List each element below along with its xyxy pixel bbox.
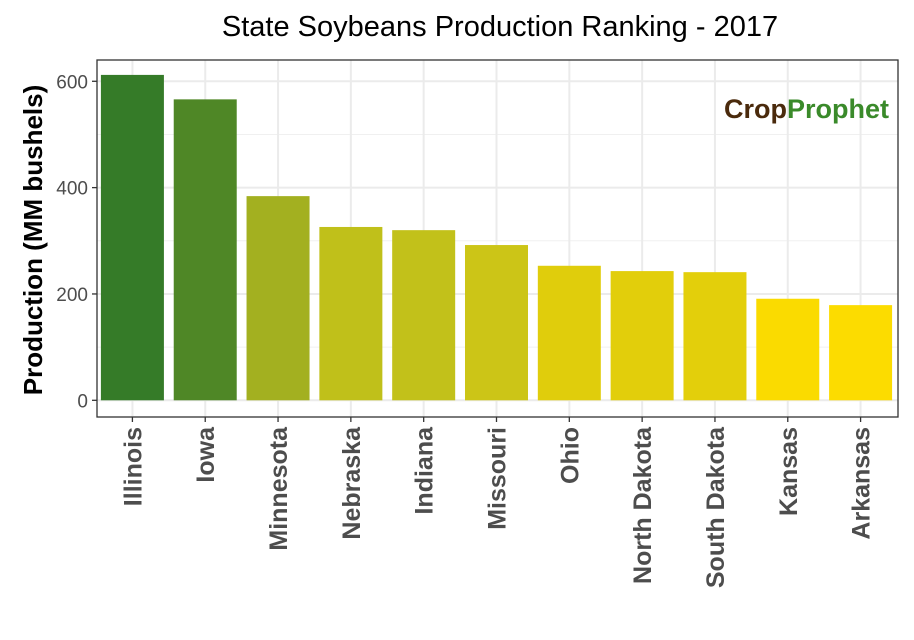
y-tick-label: 200 xyxy=(56,285,88,306)
cropprophet-logo: CropProphet xyxy=(724,94,889,124)
bar-north-dakota xyxy=(610,271,674,401)
x-tick-label: South Dakota xyxy=(702,426,730,588)
bar-indiana xyxy=(392,230,456,401)
x-tick-label: Missouri xyxy=(484,427,512,530)
bar-iowa xyxy=(173,99,237,401)
x-axis: Illinois Iowa Minnesota Nebraska Indiana Miss… xyxy=(119,417,876,588)
bars xyxy=(100,74,893,401)
bar-missouri xyxy=(465,245,528,401)
bar-ohio xyxy=(537,265,601,401)
x-tick-label: Iowa xyxy=(192,426,220,483)
y-tick-label: 0 xyxy=(77,391,88,412)
x-tick-label: Indiana xyxy=(411,426,439,515)
bar-kansas xyxy=(756,298,820,401)
bar-nebraska xyxy=(319,226,383,401)
bar-arkansas xyxy=(829,305,893,401)
logo-crop-text: Crop xyxy=(724,94,787,124)
x-tick-label: Minnesota xyxy=(265,426,293,551)
logo-prophet-text: Prophet xyxy=(787,94,889,124)
bar-minnesota xyxy=(246,196,310,401)
bar-illinois xyxy=(100,74,164,401)
y-axis: 0 200 400 600 xyxy=(56,72,97,412)
x-tick-label: Arkansas xyxy=(848,427,876,540)
x-tick-label: Illinois xyxy=(119,427,147,506)
x-tick-label: Kansas xyxy=(775,427,803,516)
x-tick-label: North Dakota xyxy=(629,426,657,584)
x-tick-label: Ohio xyxy=(556,427,584,484)
chart-title: State Soybeans Production Ranking - 2017 xyxy=(222,11,778,43)
x-tick-label: Nebraska xyxy=(338,426,366,540)
bar-south-dakota xyxy=(683,272,747,401)
y-tick-label: 400 xyxy=(56,179,88,200)
y-tick-label: 600 xyxy=(56,72,88,93)
plot-panel-border xyxy=(96,59,899,418)
y-axis-label: Production (MM bushels) xyxy=(18,85,48,396)
